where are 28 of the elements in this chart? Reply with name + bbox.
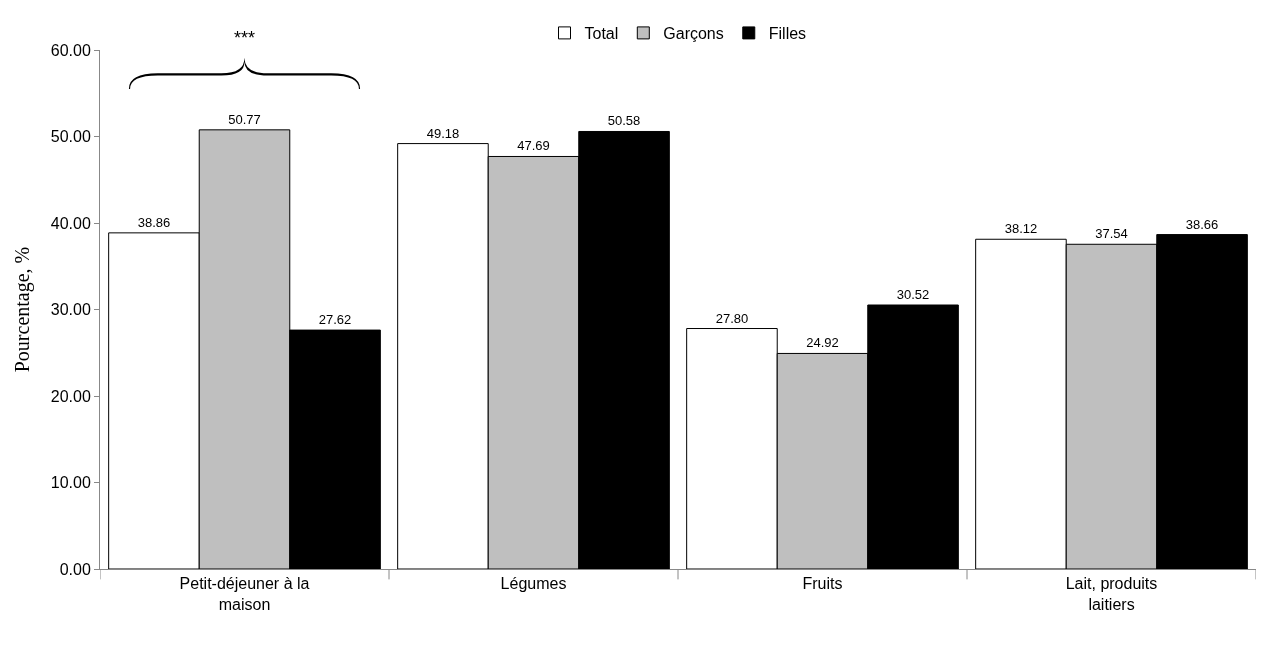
legend-label: Filles [768,25,807,43]
x-tick-label: Lait, produits laitiers [1065,575,1158,613]
data-label: 50.77 [228,111,261,127]
y-tick-label: 60.00 [50,41,91,59]
y-tick-label: 40.00 [50,214,91,232]
data-label: 38.66 [1185,216,1219,232]
legend-label: Total [584,25,619,43]
data-label: 27.62 [318,312,352,328]
data-label: 38.12 [1004,221,1038,237]
y-tick-label: 20.00 [50,387,91,405]
y-tick-label: 10.00 [50,474,91,492]
y-axis-title: Pourcentage, % [11,246,35,373]
x-tick-label: Fruits [802,575,843,593]
data-label: 37.54 [1095,226,1128,242]
data-label: 49.18 [426,125,460,141]
data-label: 24.92 [806,335,839,351]
data-label: 30.52 [896,287,930,302]
data-label: 50.58 [607,113,641,129]
data-label: 38.86 [137,214,171,230]
y-tick-label: 50.00 [50,128,91,146]
data-label: 47.69 [517,138,550,154]
y-tick-label: 0.00 [59,560,91,578]
data-label: 27.80 [715,310,749,326]
legend-label: Garçons [663,25,724,43]
x-tick-label: Petit-déjeuner à la maison [179,575,310,613]
x-tick-label: Légumes [500,575,567,593]
y-tick-label: 30.00 [50,301,91,319]
text: *** [234,28,256,48]
